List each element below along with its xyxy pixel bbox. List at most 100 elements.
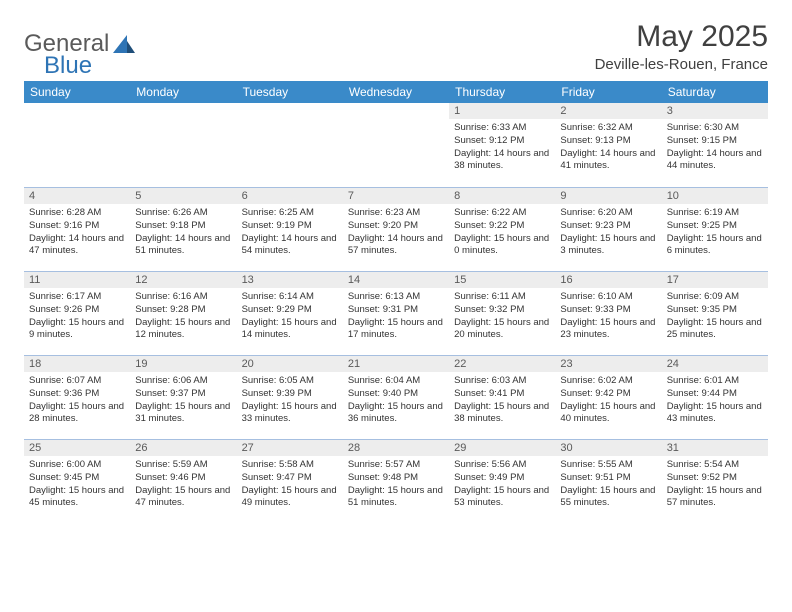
month-title: May 2025 (595, 20, 768, 54)
day-number: 5 (130, 187, 236, 204)
day-number: 21 (343, 355, 449, 372)
calendar-day-cell (343, 103, 449, 187)
day-number: 14 (343, 271, 449, 288)
logo-text-blue: Blue (44, 52, 92, 80)
day-details: Sunrise: 6:23 AMSunset: 9:20 PMDaylight:… (343, 204, 449, 262)
weekday-header: Wednesday (343, 81, 449, 103)
calendar-day-cell: 9Sunrise: 6:20 AMSunset: 9:23 PMDaylight… (555, 187, 661, 271)
page-header: General May 2025 Deville-les-Rouen, Fran… (24, 20, 768, 73)
location-subtitle: Deville-les-Rouen, France (595, 56, 768, 73)
calendar-week-row: 18Sunrise: 6:07 AMSunset: 9:36 PMDayligh… (24, 355, 768, 439)
day-number: 3 (662, 103, 768, 119)
calendar-day-cell: 20Sunrise: 6:05 AMSunset: 9:39 PMDayligh… (237, 355, 343, 439)
day-number: 23 (555, 355, 661, 372)
calendar-day-cell: 29Sunrise: 5:56 AMSunset: 9:49 PMDayligh… (449, 439, 555, 523)
day-details: Sunrise: 5:56 AMSunset: 9:49 PMDaylight:… (449, 456, 555, 514)
day-number: 26 (130, 439, 236, 456)
calendar-week-row: 4Sunrise: 6:28 AMSunset: 9:16 PMDaylight… (24, 187, 768, 271)
day-details: Sunrise: 6:17 AMSunset: 9:26 PMDaylight:… (24, 288, 130, 346)
calendar-day-cell: 12Sunrise: 6:16 AMSunset: 9:28 PMDayligh… (130, 271, 236, 355)
day-details: Sunrise: 6:14 AMSunset: 9:29 PMDaylight:… (237, 288, 343, 346)
day-details: Sunrise: 5:54 AMSunset: 9:52 PMDaylight:… (662, 456, 768, 514)
day-details: Sunrise: 6:30 AMSunset: 9:15 PMDaylight:… (662, 119, 768, 177)
day-details: Sunrise: 6:20 AMSunset: 9:23 PMDaylight:… (555, 204, 661, 262)
calendar-day-cell: 17Sunrise: 6:09 AMSunset: 9:35 PMDayligh… (662, 271, 768, 355)
day-details: Sunrise: 6:33 AMSunset: 9:12 PMDaylight:… (449, 119, 555, 177)
title-block: May 2025 Deville-les-Rouen, France (595, 20, 768, 73)
day-number: 11 (24, 271, 130, 288)
day-details: Sunrise: 6:19 AMSunset: 9:25 PMDaylight:… (662, 204, 768, 262)
day-details: Sunrise: 6:10 AMSunset: 9:33 PMDaylight:… (555, 288, 661, 346)
day-details: Sunrise: 6:02 AMSunset: 9:42 PMDaylight:… (555, 372, 661, 430)
calendar-page: General May 2025 Deville-les-Rouen, Fran… (0, 0, 792, 543)
calendar-day-cell (130, 103, 236, 187)
calendar-day-cell: 30Sunrise: 5:55 AMSunset: 9:51 PMDayligh… (555, 439, 661, 523)
calendar-day-cell: 10Sunrise: 6:19 AMSunset: 9:25 PMDayligh… (662, 187, 768, 271)
day-details: Sunrise: 6:00 AMSunset: 9:45 PMDaylight:… (24, 456, 130, 514)
calendar-day-cell: 19Sunrise: 6:06 AMSunset: 9:37 PMDayligh… (130, 355, 236, 439)
day-details: Sunrise: 6:26 AMSunset: 9:18 PMDaylight:… (130, 204, 236, 262)
calendar-day-cell: 3Sunrise: 6:30 AMSunset: 9:15 PMDaylight… (662, 103, 768, 187)
day-number: 9 (555, 187, 661, 204)
day-number: 1 (449, 103, 555, 119)
calendar-week-row: 1Sunrise: 6:33 AMSunset: 9:12 PMDaylight… (24, 103, 768, 187)
weekday-header: Sunday (24, 81, 130, 103)
day-details: Sunrise: 6:32 AMSunset: 9:13 PMDaylight:… (555, 119, 661, 177)
day-number: 19 (130, 355, 236, 372)
calendar-day-cell: 28Sunrise: 5:57 AMSunset: 9:48 PMDayligh… (343, 439, 449, 523)
empty-day-header (24, 103, 130, 121)
empty-day-header (237, 103, 343, 121)
calendar-day-cell: 11Sunrise: 6:17 AMSunset: 9:26 PMDayligh… (24, 271, 130, 355)
day-number: 20 (237, 355, 343, 372)
empty-day-header (343, 103, 449, 121)
day-number: 13 (237, 271, 343, 288)
day-details: Sunrise: 5:55 AMSunset: 9:51 PMDaylight:… (555, 456, 661, 514)
calendar-day-cell: 23Sunrise: 6:02 AMSunset: 9:42 PMDayligh… (555, 355, 661, 439)
day-details: Sunrise: 6:06 AMSunset: 9:37 PMDaylight:… (130, 372, 236, 430)
day-details: Sunrise: 6:25 AMSunset: 9:19 PMDaylight:… (237, 204, 343, 262)
day-number: 17 (662, 271, 768, 288)
day-number: 2 (555, 103, 661, 119)
day-details: Sunrise: 6:09 AMSunset: 9:35 PMDaylight:… (662, 288, 768, 346)
weekday-header: Thursday (449, 81, 555, 103)
day-number: 22 (449, 355, 555, 372)
calendar-day-cell: 26Sunrise: 5:59 AMSunset: 9:46 PMDayligh… (130, 439, 236, 523)
calendar-day-cell (24, 103, 130, 187)
calendar-day-cell: 6Sunrise: 6:25 AMSunset: 9:19 PMDaylight… (237, 187, 343, 271)
logo-blue-text: Blue (44, 42, 92, 80)
day-number: 7 (343, 187, 449, 204)
day-details: Sunrise: 6:16 AMSunset: 9:28 PMDaylight:… (130, 288, 236, 346)
day-details: Sunrise: 6:11 AMSunset: 9:32 PMDaylight:… (449, 288, 555, 346)
calendar-table: Sunday Monday Tuesday Wednesday Thursday… (24, 81, 768, 523)
calendar-day-cell: 4Sunrise: 6:28 AMSunset: 9:16 PMDaylight… (24, 187, 130, 271)
day-number: 28 (343, 439, 449, 456)
day-number: 29 (449, 439, 555, 456)
weekday-header: Monday (130, 81, 236, 103)
day-number: 18 (24, 355, 130, 372)
weekday-header: Saturday (662, 81, 768, 103)
day-details: Sunrise: 6:03 AMSunset: 9:41 PMDaylight:… (449, 372, 555, 430)
calendar-day-cell: 15Sunrise: 6:11 AMSunset: 9:32 PMDayligh… (449, 271, 555, 355)
day-number: 4 (24, 187, 130, 204)
calendar-day-cell: 14Sunrise: 6:13 AMSunset: 9:31 PMDayligh… (343, 271, 449, 355)
day-number: 10 (662, 187, 768, 204)
calendar-day-cell: 18Sunrise: 6:07 AMSunset: 9:36 PMDayligh… (24, 355, 130, 439)
calendar-day-cell: 13Sunrise: 6:14 AMSunset: 9:29 PMDayligh… (237, 271, 343, 355)
calendar-day-cell: 27Sunrise: 5:58 AMSunset: 9:47 PMDayligh… (237, 439, 343, 523)
calendar-day-cell: 1Sunrise: 6:33 AMSunset: 9:12 PMDaylight… (449, 103, 555, 187)
weekday-header: Tuesday (237, 81, 343, 103)
calendar-day-cell: 16Sunrise: 6:10 AMSunset: 9:33 PMDayligh… (555, 271, 661, 355)
calendar-day-cell: 31Sunrise: 5:54 AMSunset: 9:52 PMDayligh… (662, 439, 768, 523)
day-number: 31 (662, 439, 768, 456)
day-details: Sunrise: 6:07 AMSunset: 9:36 PMDaylight:… (24, 372, 130, 430)
day-number: 12 (130, 271, 236, 288)
day-number: 8 (449, 187, 555, 204)
calendar-day-cell: 21Sunrise: 6:04 AMSunset: 9:40 PMDayligh… (343, 355, 449, 439)
day-number: 16 (555, 271, 661, 288)
day-number: 6 (237, 187, 343, 204)
day-number: 24 (662, 355, 768, 372)
calendar-day-cell: 25Sunrise: 6:00 AMSunset: 9:45 PMDayligh… (24, 439, 130, 523)
day-details: Sunrise: 6:13 AMSunset: 9:31 PMDaylight:… (343, 288, 449, 346)
day-details: Sunrise: 5:59 AMSunset: 9:46 PMDaylight:… (130, 456, 236, 514)
day-details: Sunrise: 6:05 AMSunset: 9:39 PMDaylight:… (237, 372, 343, 430)
